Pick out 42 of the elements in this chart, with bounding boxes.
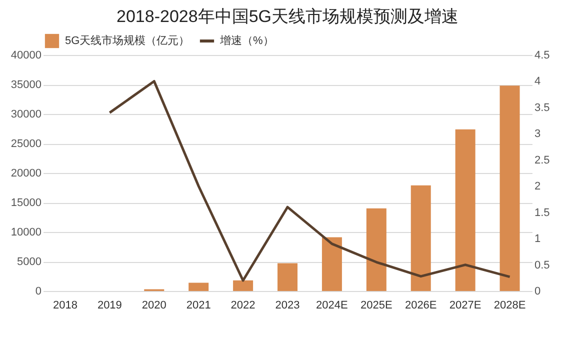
- bar: [233, 280, 254, 291]
- y2-tick-label: 4.5: [534, 50, 550, 62]
- y2-tick-label: 1.5: [534, 206, 550, 219]
- x-tick-label: 2028E: [494, 300, 526, 312]
- x-tick-label: 2027E: [449, 300, 482, 312]
- x-tick-label: 2018: [52, 300, 78, 312]
- y-tick-label: 20000: [10, 168, 42, 180]
- x-tick-label: 2021: [186, 300, 211, 312]
- bar: [410, 185, 431, 291]
- y-tick-label: 30000: [10, 108, 42, 120]
- legend-label: 5G天线市场规模（亿元）: [65, 34, 190, 47]
- y-tick-label: 25000: [10, 138, 42, 150]
- y2-tick-label: 0: [534, 286, 541, 298]
- bar: [500, 86, 520, 291]
- bar: [188, 282, 209, 291]
- y2-tick-label: 1: [534, 233, 541, 246]
- y2-tick-label: 4: [534, 76, 541, 88]
- y-tick-label: 0: [35, 286, 42, 298]
- chart-title: 2018-2028年中国5G天线市场规模预测及增速: [116, 7, 458, 26]
- x-tick-label: 2020: [142, 300, 166, 312]
- y2-tick-label: 3: [534, 128, 541, 140]
- bar: [278, 263, 298, 291]
- y-tick-label: 5000: [17, 256, 42, 268]
- bar: [366, 208, 386, 291]
- x-tick-label: 2025E: [360, 300, 392, 312]
- y2-tick-label: 2: [534, 180, 541, 193]
- y-tick-label: 35000: [10, 79, 42, 91]
- y-tick-label: 10000: [10, 226, 42, 238]
- x-tick-label: 2024E: [316, 300, 348, 312]
- y-tick-label: 15000: [10, 197, 42, 209]
- x-tick-label: 2026E: [404, 300, 437, 312]
- y-tick-label: 40000: [10, 50, 42, 62]
- line-series: [108, 80, 512, 282]
- bar: [455, 129, 476, 291]
- x-tick-label: 2022: [230, 300, 256, 312]
- y2-tick-label: 3.5: [534, 102, 550, 114]
- x-tick-label: 2019: [97, 300, 122, 312]
- y2-tick-label: 2.5: [534, 154, 550, 166]
- x-tick-label: 2023: [275, 300, 300, 312]
- legend-label: 增速（%）: [219, 34, 274, 47]
- bar: [322, 237, 342, 291]
- y2-tick-label: 0.5: [534, 259, 550, 272]
